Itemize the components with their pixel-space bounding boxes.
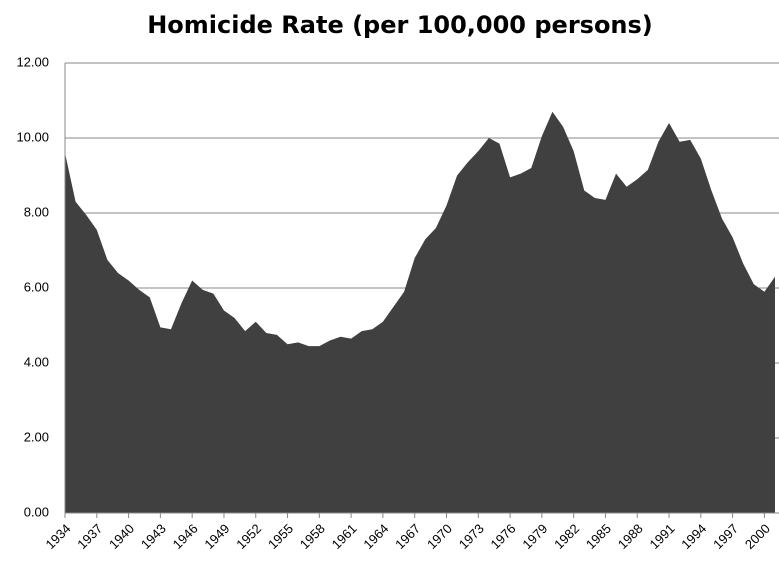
x-tick-label: 1967 [392,521,423,552]
x-tick-label: 1976 [488,521,519,552]
chart-title: Homicide Rate (per 100,000 persons) [147,11,653,39]
x-tick-label: 1991 [647,521,678,552]
y-tick-label: 10.00 [16,129,49,144]
x-tick-label: 1955 [265,521,296,552]
x-tick-label: 1985 [583,521,614,552]
x-tick-label: 1934 [42,521,73,552]
x-tick-label: 1994 [678,521,709,552]
x-tick-label: 2000 [742,521,773,552]
y-tick-label: 0.00 [24,504,49,519]
x-tick-label: 1982 [551,521,582,552]
y-tick-label: 8.00 [24,204,49,219]
x-tick-label: 1958 [297,521,328,552]
x-tick-label: 1964 [360,521,391,552]
x-tick-label: 1961 [329,521,360,552]
area [65,111,775,513]
x-tick-label: 1946 [170,521,201,552]
x-tick-label: 1940 [106,521,137,552]
y-tick-label: 2.00 [24,429,49,444]
x-tick-label: 1997 [710,521,741,552]
x-tick-label: 1979 [519,521,550,552]
x-tick-label: 1949 [201,521,232,552]
y-tick-label: 4.00 [24,354,49,369]
x-tick-label: 1937 [74,521,105,552]
x-tick-label: 1973 [456,521,487,552]
x-tick-label: 1988 [615,521,646,552]
x-tick-label: 1970 [424,521,455,552]
x-tick-label: 1943 [138,521,169,552]
y-tick-label: 12.00 [16,54,49,69]
y-tick-label: 6.00 [24,279,49,294]
x-tick-label: 1952 [233,521,264,552]
